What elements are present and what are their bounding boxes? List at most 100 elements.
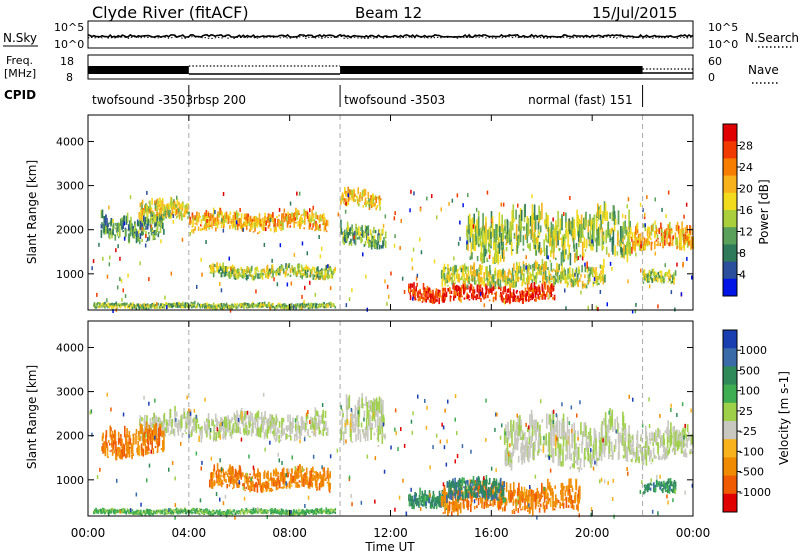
colorbar-swatch [723,457,737,477]
colorbar-swatch [723,384,737,404]
echo-region-8 [440,258,606,289]
x-axis: 00:00 04:00 08:00 12:00 16:00 20:00 00:00 [71,526,711,540]
power-panel: 1000 2000 3000 4000 [56,114,694,314]
n-search-trace [87,35,694,40]
site-title: Clyde River (fitACF) [92,3,249,22]
colorbar-frame [722,329,738,513]
colorbar-swatch [723,475,737,495]
y-tick-label: 4000 [56,341,84,354]
colorbar-swatch [723,261,737,280]
colorbar-swatch [723,158,737,177]
y-tick-label: 1000 [56,474,84,487]
colorbar-swatch [723,366,737,386]
colorbar-tick-label: 1000 [739,344,767,357]
echo-region-6 [340,219,387,250]
colorbar-swatch [723,192,737,211]
colorbar-tick-label: -1000 [739,486,771,499]
y-tick-label: 2000 [56,430,84,443]
freq-right-tick-bottom: 0 [708,71,715,84]
colorbar-swatch [723,175,737,194]
colorbar-tick-label: 16 [739,204,753,217]
colorbar-tick-label: 100 [739,385,760,398]
colorbar-tick-label: 4 [739,269,746,282]
colorbar-swatch [723,124,737,142]
cpid-segment-1: rbsp 200 [193,93,246,107]
power-y-axis-label: Slant Range [km] [25,160,39,264]
echo-region-1 [138,405,329,443]
power-colorbar-label: Power [dB] [757,179,771,244]
colorbar-swatch [723,278,737,297]
y-tick-label: 3000 [56,386,84,399]
nave-label: Nave [748,63,779,77]
x-axis-label: Time UT [364,540,415,554]
freq-right-tick-top: 60 [708,55,722,68]
echo-region-4 [209,262,337,281]
x-tick-label: 04:00 [172,526,207,540]
x-tick-label: 20:00 [575,526,610,540]
noise-right-label: N.Search [745,31,799,45]
echo-region-2 [101,421,165,461]
echo-region-7 [408,280,556,305]
echo-region-4 [340,393,386,447]
echo-region-3 [209,463,331,493]
echo-region-9 [630,420,694,466]
freq-left-tick-bottom: 8 [66,71,73,84]
colorbar-swatch [723,493,737,513]
colorbar-tick-label: 500 [739,364,760,377]
velocity-colorbar-label: Velocity [m s-1] [777,371,791,465]
colorbar-swatch [723,227,737,245]
y-tick-label: 4000 [56,135,84,148]
echo-region-1 [100,209,165,244]
noise-right-tick-bottom: 10^0 [708,38,738,51]
colorbar-swatch [723,210,737,228]
noise-right-tick-top: 10^5 [708,21,738,34]
beam-title: Beam 12 [355,4,422,22]
scatter-speckle [89,392,694,520]
noise-left-label: N.Sky [3,31,37,45]
colorbar-tick-label: -500 [739,466,764,479]
echo-region-10 [643,478,677,495]
colorbar-tick-label: -100 [739,445,764,458]
velocity-panel: 1000 2000 3000 4000 [56,320,694,520]
cpid-segment-0: twofsound -3503 [92,93,193,107]
cpid-label: CPID [4,88,36,102]
colorbar-tick-label: 24 [739,161,753,174]
x-tick-label: 00:00 [71,526,106,540]
echo-region-3 [188,207,329,235]
colorbar-swatch [723,439,737,458]
power-colorbar: 28 24 20 16 12 8 4 [722,123,753,297]
velocity-y-axis-label: Slant Range [km] [25,365,39,469]
date-title: 15/Jul/2015 [592,4,677,22]
freq-panel: Freq. [MHz] 18 8 60 0 Nave [4,54,779,84]
x-tick-label: 00:00 [676,526,711,540]
noise-panel: N.Sky 10^5 10^0 10^5 10^0 N.Search [3,20,799,51]
colorbar-swatch [723,141,737,159]
y-tick-label: 3000 [56,180,84,193]
cpid-panel: CPID twofsound -3503 rbsp 200 twofsound -3… [4,85,644,107]
x-tick-label: 16:00 [474,526,509,540]
velocity-colorbar: 1000 500 100 25 -25 -100 -500 -1000 [722,329,771,513]
colorbar-swatch [723,244,737,263]
freq-left-label-1: Freq. [6,54,33,67]
echo-region-0 [93,301,337,310]
freq-left-label-2: [MHz] [4,67,36,80]
plot-area [88,321,693,516]
colorbar-tick-label: -25 [739,425,757,438]
echo-region-9 [466,201,631,266]
x-tick-label: 12:00 [373,526,408,540]
y-tick-label: 2000 [56,224,84,237]
x-tick-label: 08:00 [272,526,307,540]
freq-block-1 [340,66,643,74]
cpid-segment-3: normal (fast) 151 [528,93,632,107]
echo-region-11 [642,268,677,285]
freq-block-0 [88,66,189,74]
colorbar-swatch [723,348,737,367]
colorbar-tick-label: 12 [739,226,753,239]
echo-region-7 [446,475,505,504]
noise-left-tick-bottom: 10^0 [54,38,84,51]
colorbar-swatch [723,330,737,349]
colorbar-tick-label: 20 [739,183,753,196]
colorbar-tick-label: 25 [739,405,753,418]
colorbar-swatch [723,402,737,422]
